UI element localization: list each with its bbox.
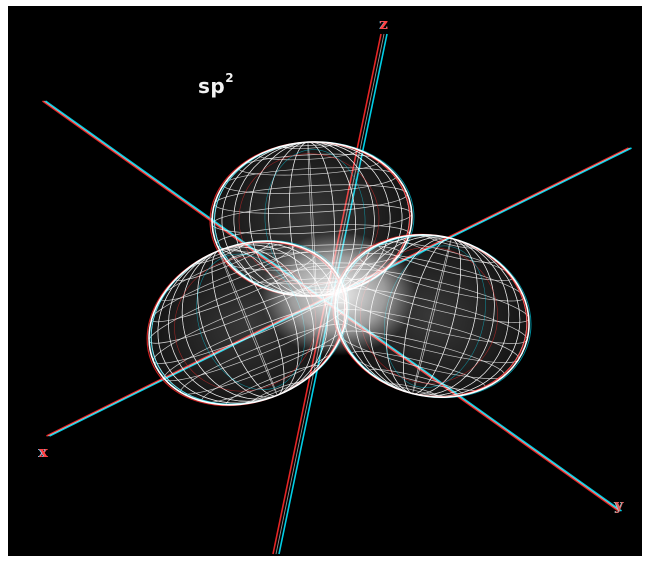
orbital-scene: sp2 zz xx yy <box>8 6 642 556</box>
nucleus-overlap-glow <box>260 232 416 356</box>
x-label-red: x <box>38 443 48 461</box>
z-axis-label: zz <box>379 15 388 33</box>
y-label-red: y <box>614 496 624 514</box>
x-label-cyan: x <box>38 443 47 461</box>
title-main: sp <box>198 74 226 98</box>
x-axis-label: xx <box>38 443 48 461</box>
y-axis-label: yy <box>614 496 624 514</box>
diagram-title: sp2 <box>198 71 235 98</box>
title-superscript: 2 <box>225 71 235 86</box>
y-label-cyan: y <box>614 496 623 514</box>
z-label-red: z <box>379 15 388 33</box>
sp2-orbital-diagram <box>42 33 632 555</box>
z-label-cyan: z <box>379 15 387 33</box>
